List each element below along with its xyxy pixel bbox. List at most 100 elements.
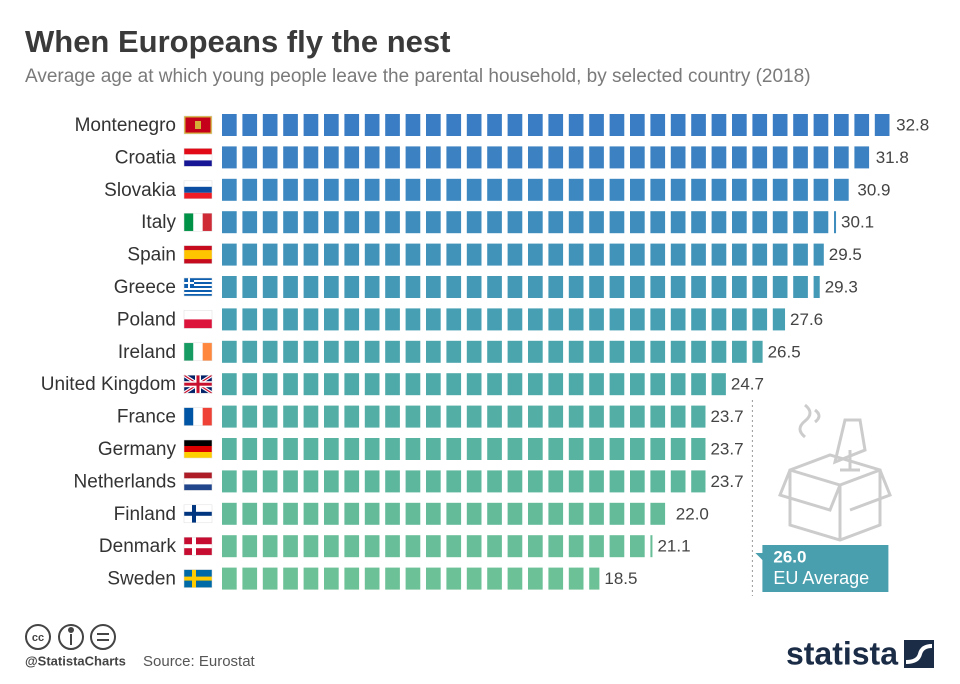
value-label: 29.3 — [825, 277, 858, 296]
bar-unit — [385, 211, 400, 234]
bar-unit — [568, 114, 584, 136]
bar-unit — [405, 146, 421, 169]
bar-unit — [385, 567, 400, 590]
bar-unit — [630, 405, 645, 428]
flag-part — [184, 290, 212, 292]
bar-unit — [752, 243, 768, 266]
bar-unit — [385, 470, 400, 493]
bar-unit — [262, 470, 278, 493]
bar-unit — [283, 211, 298, 234]
bar-unit — [385, 502, 400, 525]
bar-unit — [507, 276, 523, 298]
bar-unit — [222, 146, 237, 169]
bar-unit — [507, 211, 523, 234]
bar-unit — [568, 243, 584, 266]
bar-unit — [405, 308, 421, 331]
flag — [183, 407, 213, 426]
bar-unit — [793, 178, 808, 201]
value-label: 30.9 — [857, 180, 890, 199]
bar-unit — [385, 146, 400, 169]
bar-unit — [283, 340, 298, 363]
bar-unit — [222, 178, 237, 201]
bar-unit — [711, 146, 727, 169]
bar-unit — [752, 146, 768, 169]
bar-unit — [283, 114, 298, 136]
bar-unit — [426, 178, 441, 201]
bar-unit — [732, 340, 747, 363]
bar-unit — [466, 114, 482, 136]
bar-unit — [813, 211, 829, 234]
bar-unit — [385, 438, 400, 460]
flag-part — [184, 472, 212, 479]
bar — [222, 211, 837, 234]
flag-part — [184, 576, 212, 581]
bar-unit — [589, 178, 604, 201]
bar-unit — [283, 502, 298, 525]
bar-unit — [446, 567, 462, 590]
handle: @StatistaCharts — [25, 653, 126, 668]
bar — [222, 276, 820, 298]
bar-unit — [262, 502, 278, 525]
bar-unit — [691, 308, 706, 331]
bar-unit — [324, 308, 339, 331]
flag-part — [193, 407, 203, 426]
flag-part — [184, 446, 212, 452]
bar-unit — [691, 243, 706, 266]
bar-unit — [670, 470, 686, 493]
bar-unit — [670, 178, 686, 201]
bar-unit — [324, 114, 339, 136]
bar-unit — [711, 276, 727, 298]
bar-unit — [589, 535, 604, 558]
bar-unit — [487, 211, 502, 234]
bar-unit — [507, 438, 523, 460]
bar-unit — [242, 211, 258, 234]
bar-unit — [283, 405, 298, 428]
category-label: Germany — [98, 439, 177, 460]
bar-unit — [487, 146, 502, 169]
bar-unit — [262, 373, 278, 396]
bar-unit — [385, 114, 400, 136]
bar-unit — [813, 243, 824, 266]
logo: statista — [786, 635, 898, 671]
bar-unit — [487, 567, 502, 590]
bar-unit — [364, 276, 380, 298]
bar-unit — [528, 146, 543, 169]
flag — [183, 245, 213, 264]
bar-unit — [732, 146, 747, 169]
bar-unit — [793, 114, 808, 136]
bar — [222, 146, 870, 169]
value-label: 27.6 — [790, 310, 823, 329]
flag-part — [184, 294, 212, 296]
flag-border — [183, 148, 213, 167]
flag-part — [184, 282, 212, 284]
bar-unit — [446, 535, 462, 558]
bar-unit — [324, 567, 339, 590]
bar-unit — [446, 211, 462, 234]
box-icon — [777, 403, 892, 542]
bar-unit — [344, 502, 360, 525]
bar-unit — [813, 178, 829, 201]
bar-unit — [691, 438, 706, 460]
bar-unit — [222, 470, 237, 493]
category-label: Finland — [114, 504, 176, 525]
bar-unit — [242, 276, 258, 298]
flag-part — [184, 282, 194, 284]
bar-unit — [691, 114, 706, 136]
bar-unit — [589, 276, 604, 298]
bar-unit — [793, 211, 808, 234]
bar-unit — [262, 114, 278, 136]
bar-unit — [446, 405, 462, 428]
bar-unit — [568, 146, 584, 169]
bar-unit — [772, 276, 788, 298]
bar-unit — [507, 146, 523, 169]
flag-border — [183, 374, 213, 394]
bar-unit — [222, 114, 237, 136]
bar-unit — [609, 340, 625, 363]
bar-unit — [813, 114, 829, 136]
bar-unit — [222, 308, 237, 331]
bar-unit — [568, 535, 584, 558]
bar-unit — [344, 535, 360, 558]
bar-unit — [324, 405, 339, 428]
bar-unit — [466, 211, 482, 234]
bar-unit — [283, 438, 298, 460]
